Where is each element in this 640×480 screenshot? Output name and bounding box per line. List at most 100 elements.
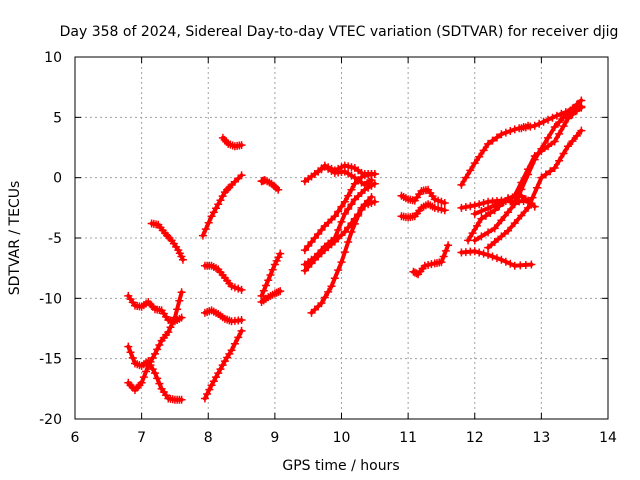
data-point: [517, 124, 526, 133]
data-point: [310, 234, 319, 242]
data-point: [550, 137, 559, 146]
data-point: [568, 110, 577, 119]
series-arc-2: [124, 342, 186, 404]
data-point: [203, 390, 212, 399]
data-point: [470, 236, 479, 245]
y-tick-label: -5: [48, 231, 62, 247]
data-point: [497, 255, 506, 264]
data-point: [524, 203, 533, 212]
data-point: [555, 156, 564, 165]
data-point: [466, 166, 475, 175]
series-line: [149, 221, 185, 262]
data-point: [207, 381, 216, 390]
data-point: [504, 208, 513, 217]
data-point: [204, 218, 213, 227]
data-point: [237, 285, 246, 294]
data-point: [506, 259, 515, 268]
y-tick-label: -10: [39, 291, 62, 307]
series-arc-28: [484, 126, 586, 252]
data-point: [537, 147, 546, 156]
data-point: [497, 216, 506, 225]
data-point: [530, 202, 539, 211]
data-point: [546, 167, 555, 176]
data-point: [479, 146, 488, 155]
data-point: [504, 194, 513, 203]
data-point: [572, 106, 581, 115]
x-tick-label: 14: [599, 430, 617, 446]
series-arc-17: [307, 192, 376, 317]
y-tick-label: -15: [39, 352, 62, 368]
series-arc-15: [300, 179, 379, 269]
x-tick-label: 10: [333, 430, 351, 446]
data-point: [344, 223, 353, 232]
series-arc-1: [124, 288, 186, 395]
data-point: [440, 206, 449, 215]
data-point: [521, 195, 530, 204]
x-tick-label: 6: [71, 430, 80, 446]
data-point: [317, 225, 326, 234]
data-point: [510, 125, 519, 134]
x-tick-label: 13: [532, 430, 550, 446]
data-point: [497, 198, 506, 207]
data-point: [330, 234, 339, 242]
data-point: [216, 196, 225, 205]
data-point: [564, 114, 573, 123]
data-point: [468, 229, 477, 238]
data-point: [501, 257, 510, 266]
data-point: [568, 137, 577, 146]
data-point: [559, 149, 568, 158]
data-point: [497, 130, 506, 139]
data-point: [470, 201, 479, 210]
data-point: [317, 299, 326, 308]
data-point: [227, 346, 236, 355]
data-point: [124, 342, 133, 351]
data-point: [274, 185, 283, 194]
data-point: [484, 250, 493, 259]
data-point: [344, 191, 353, 200]
data-point: [555, 118, 564, 127]
data-point: [207, 212, 216, 221]
data-point: [492, 133, 501, 142]
data-point: [530, 151, 539, 160]
data-point: [477, 232, 486, 241]
series-arc-9: [218, 133, 246, 151]
data-point: [530, 121, 539, 130]
data-point: [337, 217, 346, 226]
data-point: [216, 365, 225, 374]
data-point: [490, 201, 499, 210]
data-point: [510, 219, 519, 228]
data-point: [486, 209, 495, 218]
data-point: [237, 171, 246, 180]
data-point: [155, 379, 164, 388]
data-point: [484, 204, 493, 213]
data-point: [492, 254, 501, 263]
data-point: [544, 133, 553, 142]
data-point: [276, 249, 285, 258]
data-point: [209, 377, 218, 386]
data-point: [472, 221, 481, 230]
data-point: [470, 209, 479, 218]
data-point: [437, 258, 446, 267]
data-point: [334, 225, 343, 234]
data-point: [128, 353, 137, 362]
data-point: [153, 374, 162, 383]
data-point: [259, 286, 268, 295]
data-point: [477, 207, 486, 216]
x-tick-label: 9: [270, 430, 279, 446]
data-point: [564, 142, 573, 151]
data-point: [461, 173, 470, 182]
data-point: [274, 287, 283, 296]
data-point: [340, 197, 349, 206]
data-point: [484, 243, 493, 252]
data-point: [270, 260, 279, 269]
y-tick-label: 5: [53, 110, 62, 126]
x-tick-label: 8: [204, 430, 213, 446]
data-point: [198, 231, 207, 240]
series-arc-24: [457, 247, 536, 270]
data-point: [577, 126, 586, 135]
data-point: [142, 367, 151, 376]
data-point: [334, 266, 343, 275]
data-point: [444, 241, 453, 250]
data-point: [234, 333, 243, 342]
data-point: [177, 288, 186, 297]
